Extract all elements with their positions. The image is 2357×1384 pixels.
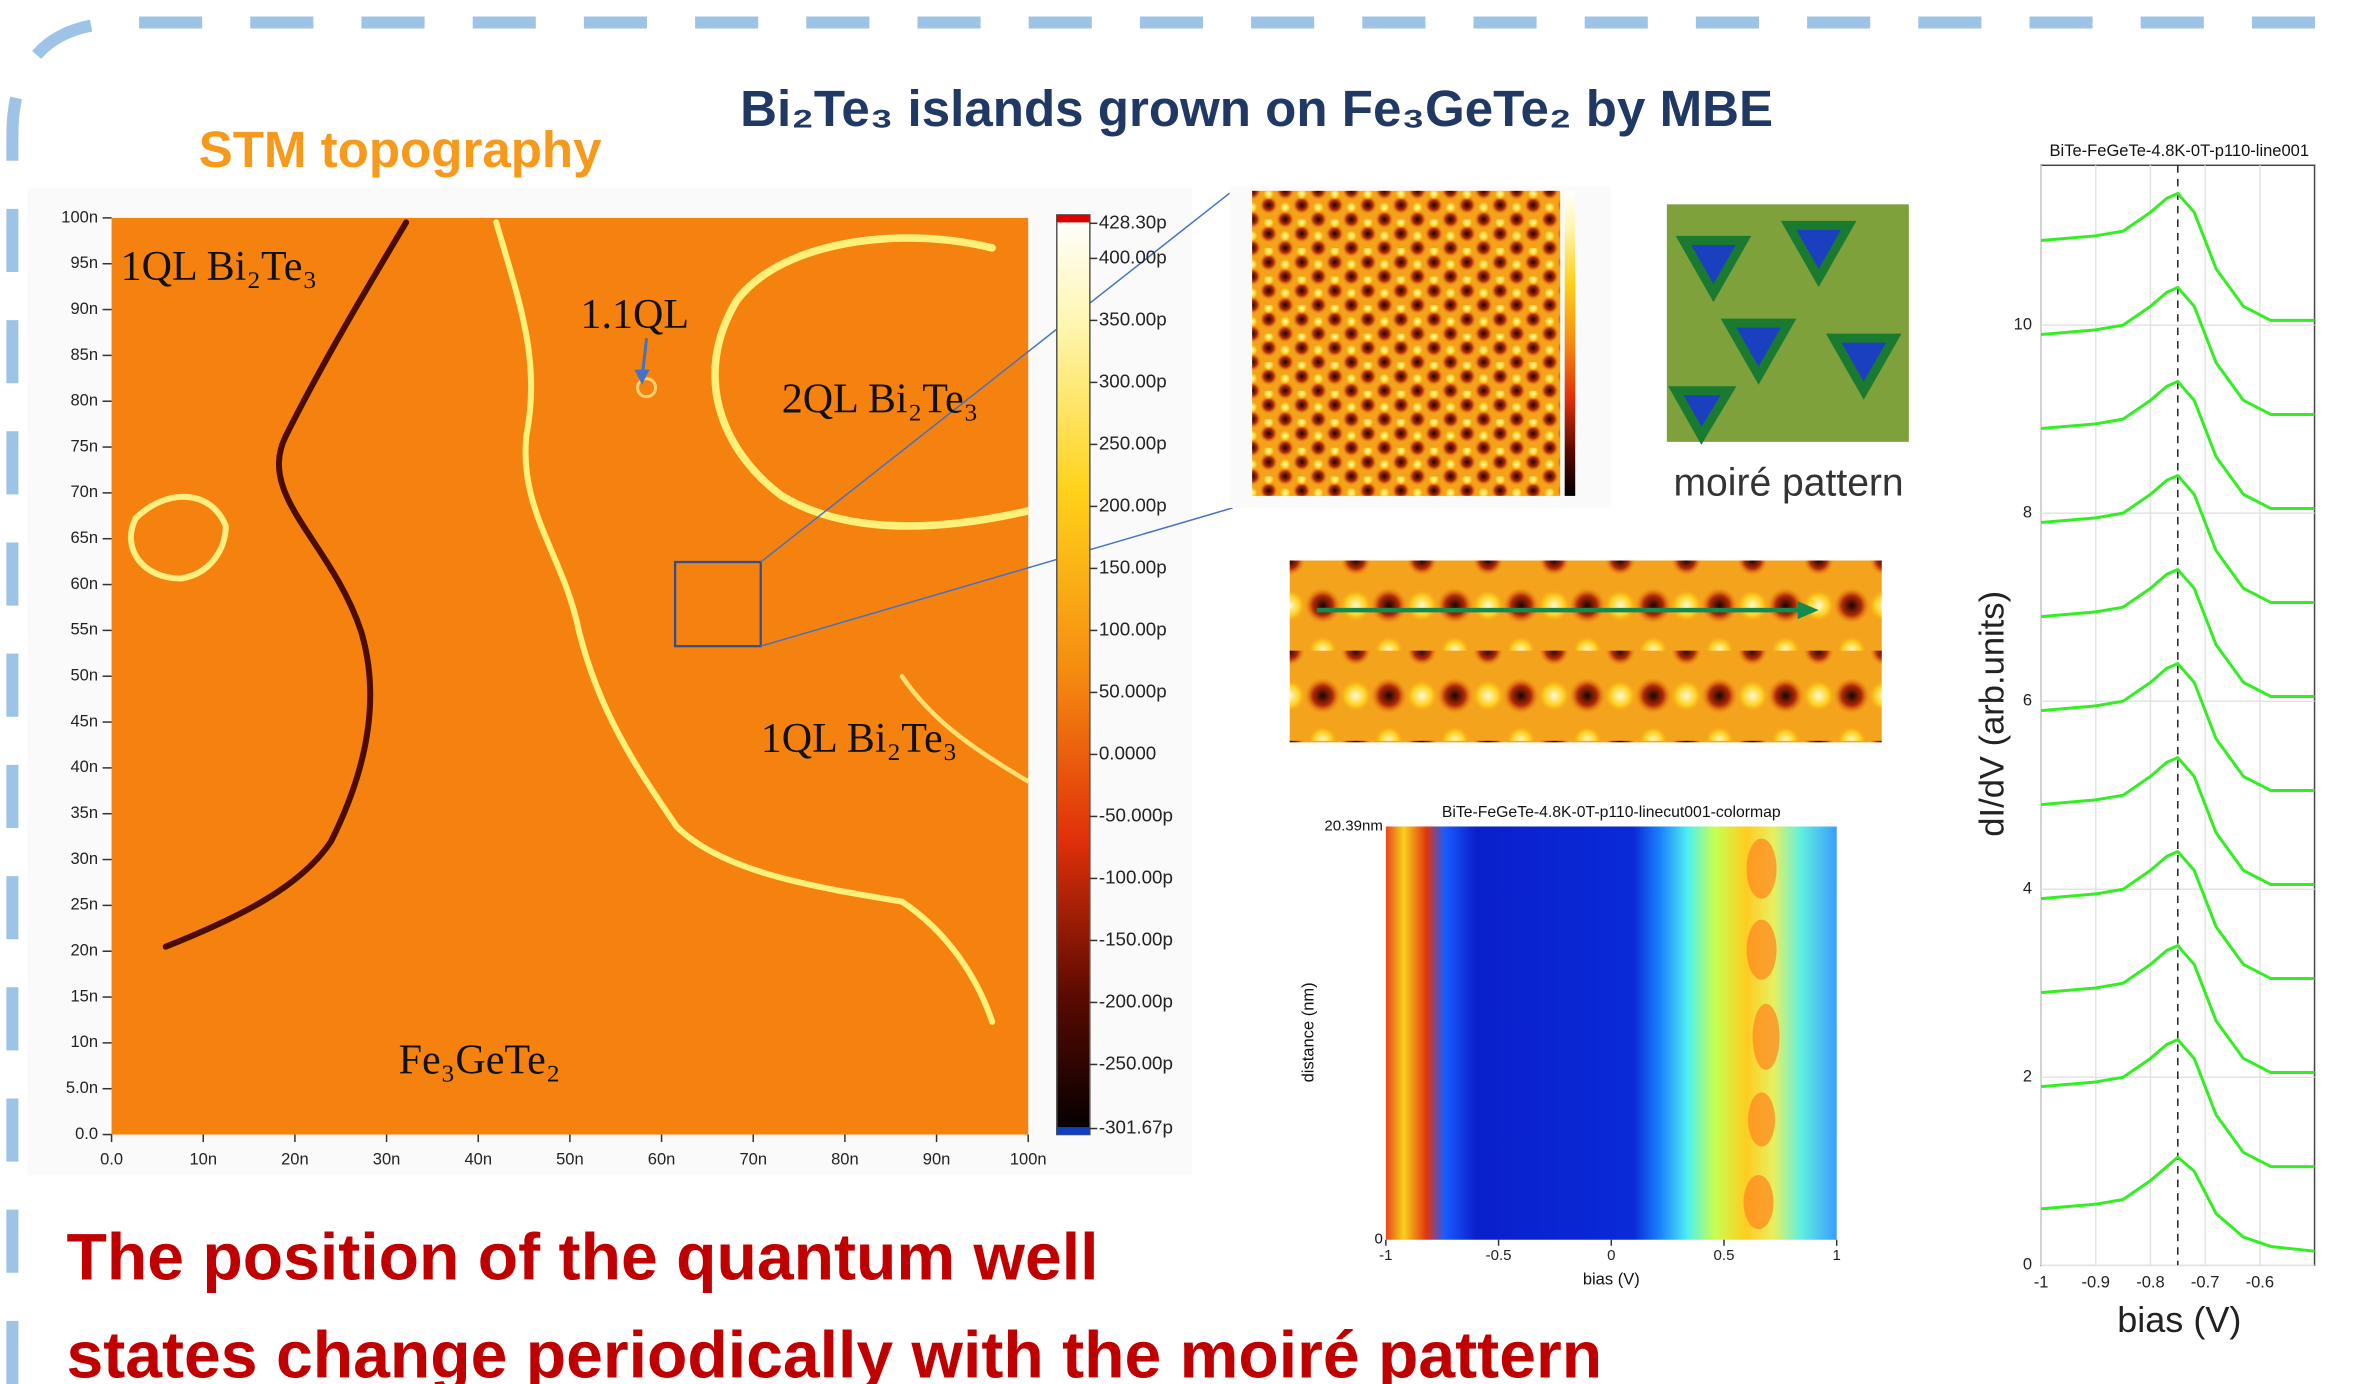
y-tick-label: 5.0n [66, 1078, 98, 1097]
x-tick-label: -1 [2034, 1273, 2049, 1292]
y-tick-label: 0 [2023, 1255, 2032, 1274]
y-axis-label: distance (nm) [1299, 982, 1318, 1082]
colormap-title: BiTe-FeGeTe-4.8K-0T-p110-linecut001-colo… [1442, 804, 1781, 821]
y-tick-label: 50n [70, 666, 98, 685]
y-tick-label: 10 [2014, 314, 2032, 333]
colorbar-tick-label: -250.00p [1099, 1052, 1173, 1073]
annotation: 2QL Bi₂Te₃ [782, 376, 979, 422]
x-tick-label: -0.5 [1486, 1247, 1512, 1264]
y-tick-label: 0.0 [75, 1124, 98, 1143]
y-tick-label: 95n [70, 253, 98, 272]
y-tick-label: 15n [70, 986, 98, 1005]
x-axis-label: bias (V) [2117, 1299, 2241, 1340]
x-axis-label: bias (V) [1583, 1270, 1640, 1289]
colorbar-tick-label: 0.0000 [1099, 742, 1156, 763]
x-tick-label: -1 [1379, 1247, 1392, 1264]
y-tick-label: 2 [2023, 1067, 2032, 1086]
linecut-image [1290, 561, 1882, 743]
x-tick-label: 100n [1010, 1149, 1047, 1168]
y-tick-label: 90n [70, 299, 98, 318]
colorbar-tick-label: 350.00p [1099, 308, 1167, 329]
y-tick-label: 20n [70, 941, 98, 960]
y-tick-label: 8 [2023, 503, 2032, 522]
colorbar-cap [1057, 215, 1090, 223]
annotation: 1QL Bi₂Te₃ [121, 244, 318, 290]
x-tick-label: 80n [831, 1149, 859, 1168]
x-tick-label: 10n [189, 1149, 217, 1168]
colorbar-tick-label: -100.00p [1099, 866, 1173, 887]
x-tick-label: 0 [1607, 1247, 1615, 1264]
conclusion-line: states change periodically with the moir… [66, 1318, 1602, 1384]
x-tick-label: -0.6 [2246, 1273, 2274, 1292]
y-tick-label: 20.39nm [1324, 817, 1382, 834]
y-tick-label: 100n [61, 207, 98, 226]
colorbar-tick-label: -301.67p [1099, 1116, 1173, 1137]
y-tick-label: 85n [70, 345, 98, 364]
x-tick-label: 1 [1833, 1247, 1841, 1264]
spectra-title: BiTe-FeGeTe-4.8K-0T-p110-line001 [2050, 141, 2310, 160]
conclusion-line: The position of the quantum well [66, 1221, 1098, 1295]
colorbar-tick-label: 400.00p [1099, 246, 1167, 267]
y-tick-label: 55n [70, 620, 98, 639]
colorbar-tick-label: 50.000p [1099, 680, 1167, 701]
colorbar-tick-label: 150.00p [1099, 556, 1167, 577]
moire-image [1667, 204, 1909, 441]
colorbar-tick-label: 428.30p [1099, 211, 1167, 232]
y-tick-label: 35n [70, 803, 98, 822]
y-axis-label: dI/dV (arb.units) [1974, 591, 2012, 837]
y-tick-label: 80n [70, 391, 98, 410]
x-tick-label: -0.7 [2191, 1273, 2219, 1292]
slide: Bi₂Te₃ islands grown on Fe₃GeTe₂ by MBE … [0, 0, 2357, 1384]
inset-colorbar [1565, 191, 1576, 496]
topography-image [112, 218, 1029, 1135]
section-label: STM topography [199, 121, 603, 178]
x-tick-label: 60n [648, 1149, 676, 1168]
spectra-panel [1969, 108, 2357, 1384]
annotation: Fe₃GeTe₂ [399, 1038, 561, 1084]
y-tick-label: 60n [70, 574, 98, 593]
colorbar-tick-label: -200.00p [1099, 990, 1173, 1011]
x-tick-label: 70n [739, 1149, 767, 1168]
y-tick-label: 70n [70, 482, 98, 501]
y-tick-label: 45n [70, 711, 98, 730]
colorbar-tick-label: 200.00p [1099, 494, 1167, 515]
moire-caption: moiré pattern [1674, 462, 1904, 505]
colorbar-tick-label: 100.00p [1099, 618, 1167, 639]
x-tick-label: 50n [556, 1149, 584, 1168]
x-tick-label: -0.8 [2136, 1273, 2164, 1292]
y-tick-label: 4 [2023, 879, 2032, 898]
x-tick-label: 0.5 [1714, 1247, 1735, 1264]
slide-title: Bi₂Te₃ islands grown on Fe₃GeTe₂ by MBE [740, 80, 1773, 137]
topography-panel: 1QL Bi₂Te₃ 1.1QL 2QL Bi₂Te₃ 1QL Bi₂Te₃ F… [27, 188, 1232, 1175]
y-tick-label: 0 [1375, 1231, 1383, 1248]
x-tick-label: 40n [464, 1149, 492, 1168]
x-tick-label: 90n [923, 1149, 951, 1168]
colorbar-tick-label: -50.000p [1099, 804, 1173, 825]
y-tick-label: 65n [70, 528, 98, 547]
y-tick-label: 30n [70, 849, 98, 868]
annotation: 1QL Bi₂Te₃ [761, 716, 958, 762]
y-tick-label: 6 [2023, 691, 2032, 710]
x-tick-label: -0.9 [2082, 1273, 2110, 1292]
x-tick-label: 30n [373, 1149, 401, 1168]
y-tick-label: 10n [70, 1032, 98, 1051]
colorbar-tick-label: -150.00p [1099, 928, 1173, 949]
x-tick-label: 0.0 [100, 1149, 123, 1168]
colorbar [1057, 215, 1090, 1135]
atomic-inset [1252, 191, 1560, 496]
colorbar-cap [1057, 1127, 1090, 1135]
annotation: 1.1QL [580, 292, 689, 338]
y-tick-label: 40n [70, 757, 98, 776]
y-tick-label: 75n [70, 436, 98, 455]
y-tick-label: 25n [70, 895, 98, 914]
colorbar-tick-label: 300.00p [1099, 370, 1167, 391]
x-tick-label: 20n [281, 1149, 309, 1168]
colorbar-tick-label: 250.00p [1099, 432, 1167, 453]
